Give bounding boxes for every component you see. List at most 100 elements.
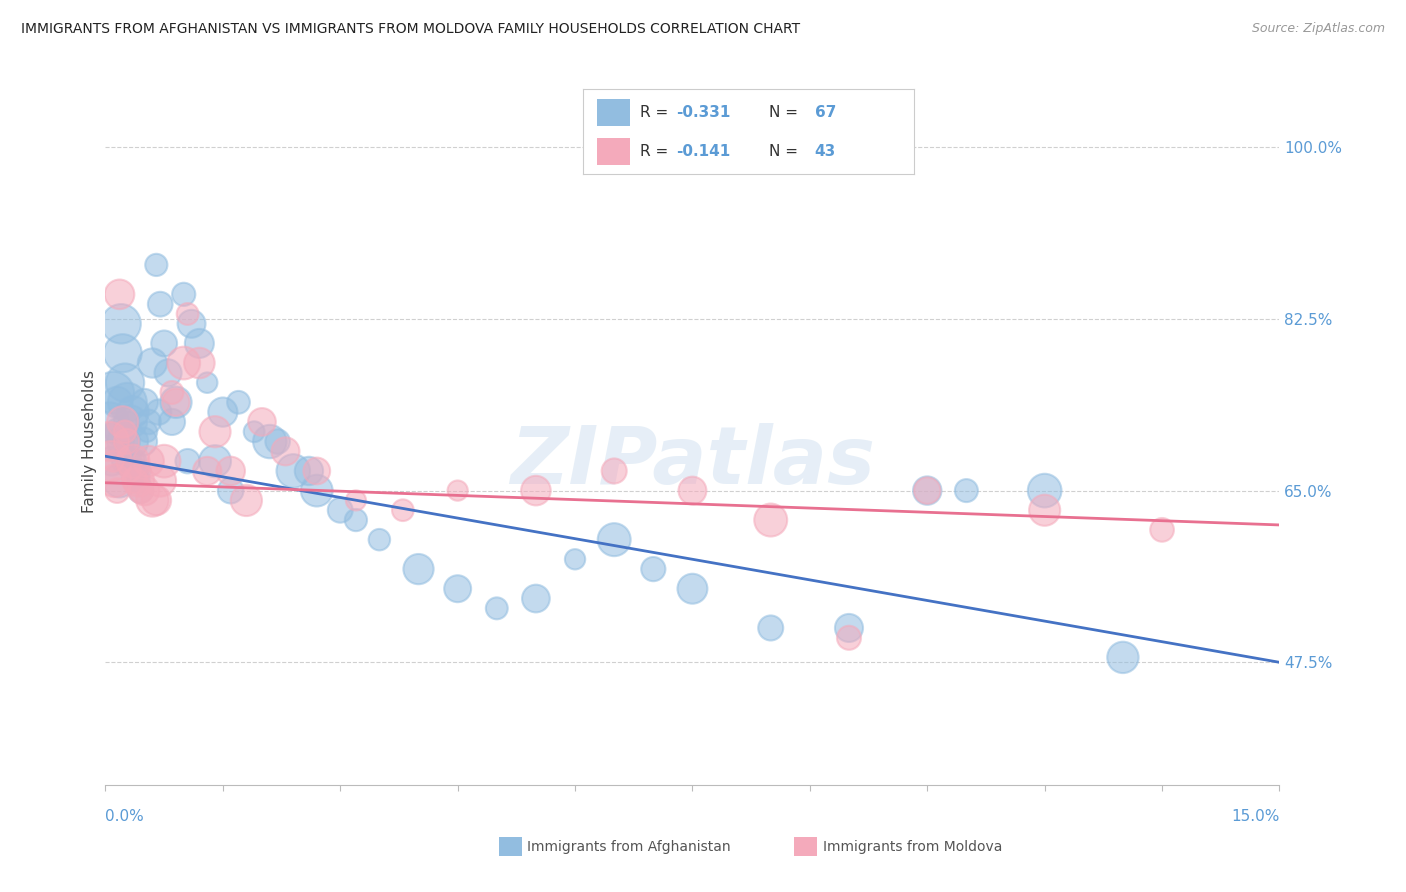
Point	[643, 562, 665, 576]
Point	[118, 415, 141, 429]
Point	[955, 483, 977, 498]
Point	[564, 552, 586, 566]
Point	[204, 454, 226, 468]
Point	[111, 346, 134, 360]
Point	[148, 405, 170, 419]
Point	[219, 464, 242, 478]
Point	[115, 434, 138, 449]
Point	[329, 503, 352, 517]
Point	[344, 493, 367, 508]
Point	[759, 621, 782, 635]
Point	[188, 336, 211, 351]
Point	[157, 366, 180, 380]
Text: 67: 67	[815, 105, 837, 120]
Bar	[596, 137, 630, 165]
Point	[368, 533, 391, 547]
Text: Immigrants from Moldova: Immigrants from Moldova	[823, 839, 1002, 854]
Point	[344, 513, 367, 527]
Point	[408, 562, 430, 576]
Point	[145, 258, 167, 272]
Point	[759, 513, 782, 527]
Text: 0.0%: 0.0%	[105, 809, 145, 823]
Point	[1033, 503, 1056, 517]
Point	[114, 425, 136, 439]
Point	[180, 317, 202, 331]
Y-axis label: Family Households: Family Households	[82, 370, 97, 513]
Point	[1150, 523, 1173, 537]
Point	[195, 464, 218, 478]
Text: N =: N =	[769, 105, 803, 120]
Point	[838, 631, 860, 645]
Point	[283, 464, 305, 478]
Point	[138, 454, 160, 468]
Point	[134, 395, 156, 409]
Point	[176, 454, 198, 468]
Point	[195, 376, 218, 390]
Point	[125, 464, 148, 478]
Point	[121, 405, 143, 419]
Point	[124, 454, 146, 468]
Point	[524, 483, 547, 498]
Point	[129, 483, 152, 498]
Text: Source: ZipAtlas.com: Source: ZipAtlas.com	[1251, 22, 1385, 36]
Text: 15.0%: 15.0%	[1232, 809, 1279, 823]
Point	[176, 307, 198, 321]
Point	[141, 356, 163, 370]
Point	[153, 454, 176, 468]
Point	[603, 464, 626, 478]
Point	[153, 336, 176, 351]
Point	[108, 287, 131, 301]
Point	[915, 483, 938, 498]
Point	[112, 434, 135, 449]
Point	[681, 483, 703, 498]
Point	[298, 464, 321, 478]
Point	[524, 591, 547, 606]
Point	[228, 395, 250, 409]
Text: ZIPatlas: ZIPatlas	[510, 423, 875, 501]
Point	[103, 454, 125, 468]
Point	[305, 464, 328, 478]
Text: N =: N =	[769, 144, 803, 159]
Point	[105, 395, 128, 409]
Point	[124, 454, 146, 468]
Point	[160, 415, 183, 429]
Point	[138, 415, 160, 429]
Point	[211, 405, 233, 419]
Point	[114, 376, 136, 390]
Point	[134, 483, 156, 498]
Point	[149, 297, 172, 311]
Point	[259, 434, 281, 449]
Point	[235, 493, 257, 508]
Point	[136, 425, 159, 439]
Point	[107, 425, 129, 439]
Point	[243, 425, 266, 439]
Point	[128, 464, 150, 478]
Point	[111, 415, 134, 429]
Point	[120, 434, 142, 449]
Point	[104, 474, 127, 488]
Point	[100, 454, 122, 468]
Point	[392, 503, 415, 517]
Text: R =: R =	[640, 144, 673, 159]
Text: Immigrants from Afghanistan: Immigrants from Afghanistan	[527, 839, 731, 854]
Text: IMMIGRANTS FROM AFGHANISTAN VS IMMIGRANTS FROM MOLDOVA FAMILY HOUSEHOLDS CORRELA: IMMIGRANTS FROM AFGHANISTAN VS IMMIGRANT…	[21, 22, 800, 37]
Point	[103, 385, 125, 400]
Point	[108, 474, 131, 488]
Point	[127, 474, 149, 488]
Point	[266, 434, 288, 449]
Point	[124, 474, 146, 488]
Text: 43: 43	[815, 144, 837, 159]
Point	[165, 395, 187, 409]
Point	[129, 483, 152, 498]
Point	[117, 395, 139, 409]
Point	[305, 483, 328, 498]
Point	[132, 434, 155, 449]
Point	[274, 444, 297, 458]
Point	[141, 493, 163, 508]
Point	[1112, 650, 1135, 665]
Point	[160, 385, 183, 400]
Text: -0.331: -0.331	[676, 105, 730, 120]
Point	[120, 415, 142, 429]
Point	[1033, 483, 1056, 498]
Point	[165, 395, 187, 409]
